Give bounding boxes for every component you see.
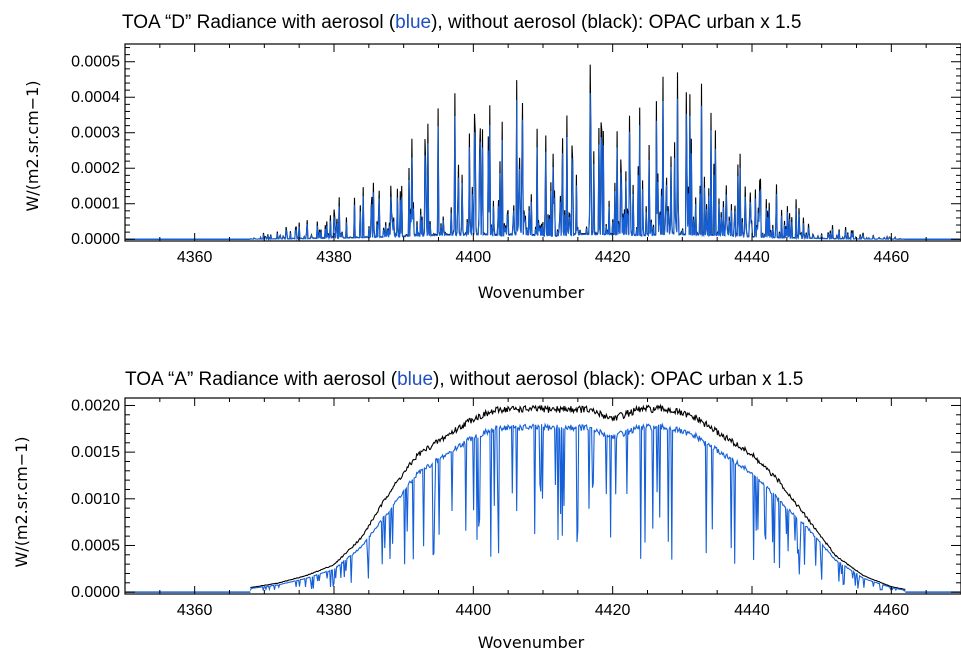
chart-2-ylabel: W/(m2.sr.cm−1) xyxy=(12,436,31,567)
chart-1-xtick-label: 4360 xyxy=(177,249,213,266)
chart-1-ytick-label: 0.0001 xyxy=(71,196,120,213)
chart-1-ytick-label: 0.0004 xyxy=(71,89,120,106)
chart-1-xtick-label: 4460 xyxy=(874,249,910,266)
chart-1-plot-frame xyxy=(124,43,961,242)
chart-2-ytick-label: 0.0020 xyxy=(71,397,120,414)
chart-2-series-without-aerosol xyxy=(250,403,906,590)
chart-1-xtick-label: 4380 xyxy=(316,249,352,266)
chart-2-xtick-label: 4380 xyxy=(316,602,352,619)
chart-1-xtick-label: 4420 xyxy=(595,249,631,266)
chart-2-ytick-label: 0.0015 xyxy=(71,444,120,461)
chart-1-series-with-aerosol xyxy=(250,92,906,241)
chart-1-title: TOA “D” Radiance with aerosol (blue), wi… xyxy=(122,12,802,33)
chart-2-xlabel: Wovenumber xyxy=(478,633,585,652)
chart-1-ytick-label: 0.0003 xyxy=(71,125,120,142)
chart-1-ytick-label: 0.0000 xyxy=(71,231,120,248)
chart-2-ytick-label: 0.0000 xyxy=(71,584,120,601)
chart-2-xtick-label: 4440 xyxy=(734,602,770,619)
chart-2-xtick-label: 4420 xyxy=(595,602,631,619)
chart-2-xtick-label: 4460 xyxy=(874,602,910,619)
chart-1-xlabel: Wovenumber xyxy=(478,283,585,302)
chart-2-title: TOA “A” Radiance with aerosol (blue), wi… xyxy=(125,369,804,390)
chart-2-ytick-label: 0.0010 xyxy=(71,491,120,508)
chart-2-xtick-label: 4400 xyxy=(456,602,492,619)
chart-2: Wovenumber W/(m2.sr.cm−1) 4360 4380 4400 44… xyxy=(12,397,961,652)
chart-1-xtick-label: 4440 xyxy=(734,249,770,266)
chart-1-ytick-label: 0.0005 xyxy=(71,54,120,71)
chart-1-ylabel: W/(m2.sr.cm−1) xyxy=(23,80,42,211)
chart-1-series-without-aerosol xyxy=(250,64,906,241)
chart-2-xtick-label: 4360 xyxy=(177,602,213,619)
chart-1-xtick-label: 4400 xyxy=(456,249,492,266)
chart-1: Wovenumber W/(m2.sr.cm−1) 4360 4380 4400 44… xyxy=(23,43,961,302)
chart-2-ytick-label: 0.0005 xyxy=(71,537,120,554)
chart-2-series-with-aerosol xyxy=(249,422,906,592)
chart-1-ytick-label: 0.0002 xyxy=(71,160,120,177)
